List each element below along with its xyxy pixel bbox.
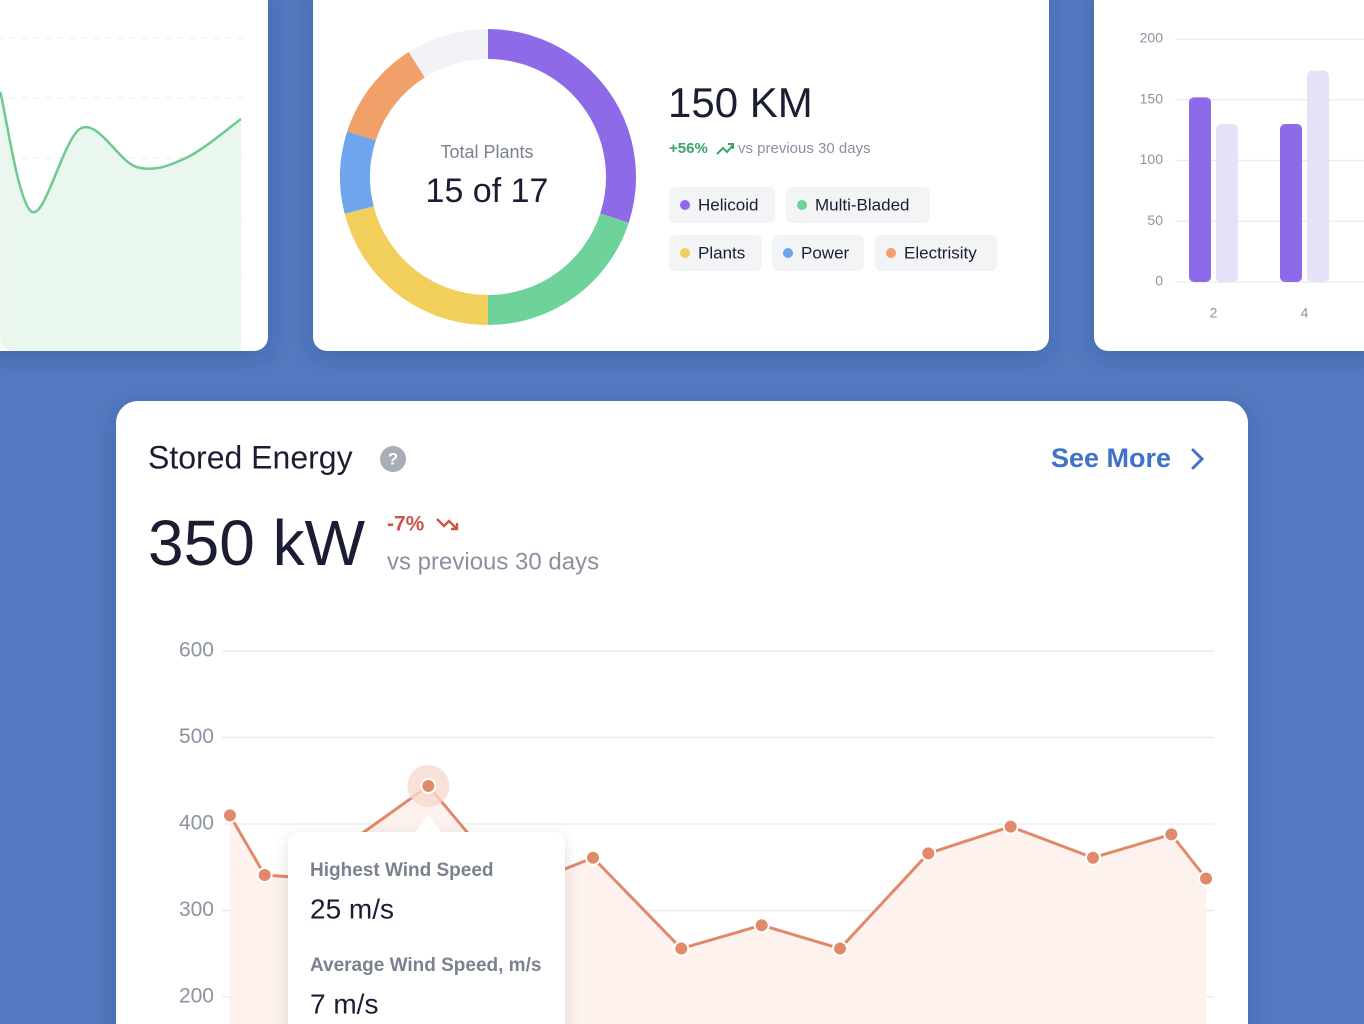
point [1198,870,1215,887]
donut-segment [487,213,629,325]
center-value: 15 of 17 [426,172,549,210]
legend-label: Power [801,243,850,262]
help-icon[interactable] [380,446,406,472]
card-title: Stored Energy [148,439,353,475]
y-tick-label: 400 [179,812,214,835]
legend-dot [680,248,690,258]
legend-dot [886,248,896,258]
point [1084,849,1101,866]
tooltip-label: Highest Wind Speed [310,860,494,881]
point [420,777,437,794]
x-tick-label: 4 [1301,305,1309,321]
y-tick-label: 0 [1155,273,1163,289]
point [221,807,238,824]
bar [1189,97,1211,282]
y-tick-label: 500 [179,725,214,748]
bar-chart: 0 50 100 150 200 2 4 [1140,30,1364,321]
legend-label: Helicoid [698,195,758,214]
headline: 350 kW [148,507,366,579]
legend-chip [875,235,997,271]
point [256,867,273,884]
trend-chart: 14161820 [0,37,247,351]
y-tick-label: 150 [1140,90,1164,106]
legend-label: Plants [698,243,745,262]
legend-chip [669,235,762,271]
point [832,940,849,957]
y-tick-label: 600 [179,639,214,662]
change: +56% [669,140,708,157]
legend-label: Electrisity [904,243,977,262]
donut-segment [340,131,376,214]
y-tick-label: 50 [1147,212,1163,228]
x-tick-label: 2 [1210,305,1218,321]
see-more-link[interactable]: See More [1051,443,1171,473]
stored-energy-card: Stored Energy ? See More 350 kW -7% vs p… [148,439,1215,1024]
line [0,91,242,214]
y-tick-label: 200 [179,985,214,1008]
change-note: vs previous 30 days [738,140,871,157]
card [313,0,1049,351]
tooltip-pointer [414,815,443,833]
change: -7% [387,513,425,536]
point [1002,818,1019,835]
point [673,940,690,957]
headline: 150 KM [668,79,813,126]
bar [1280,124,1302,282]
tooltip [288,832,565,1024]
trend-up-icon [716,143,734,155]
bar [1307,70,1329,282]
tooltip-label: Average Wind Speed, m/s [310,955,541,976]
legend-chip [786,187,930,223]
legend-dot [680,200,690,210]
donut-rest [408,29,489,78]
point [753,917,770,934]
help-icon-text[interactable]: ? [388,449,398,468]
area-fill [0,92,241,351]
y-tick-label: 300 [179,898,214,921]
point [920,845,937,862]
plants-card: Helicoid Multi-Bladed Plants Power Electrisi… [340,29,997,325]
legend-chip [669,187,775,223]
legend-chip [772,235,864,271]
legend-dot [797,200,807,210]
chevron-icon[interactable] [1191,448,1205,470]
bar [1216,124,1238,282]
change-note: vs previous 30 days [387,548,599,575]
center-label: Total Plants [440,142,533,162]
tooltip-value: 7 m/s [310,988,378,1019]
trend-down-icon [436,518,459,531]
legend-label: Multi-Bladed [815,195,910,214]
donut-segment [347,52,426,141]
point [585,849,602,866]
tooltip-value: 25 m/s [310,893,394,924]
donut-segment [487,29,636,223]
y-tick-label: 100 [1140,151,1164,167]
donut-segment [344,206,489,325]
point [1163,826,1180,843]
legend-dot [783,248,793,258]
y-tick-label: 200 [1140,30,1164,46]
